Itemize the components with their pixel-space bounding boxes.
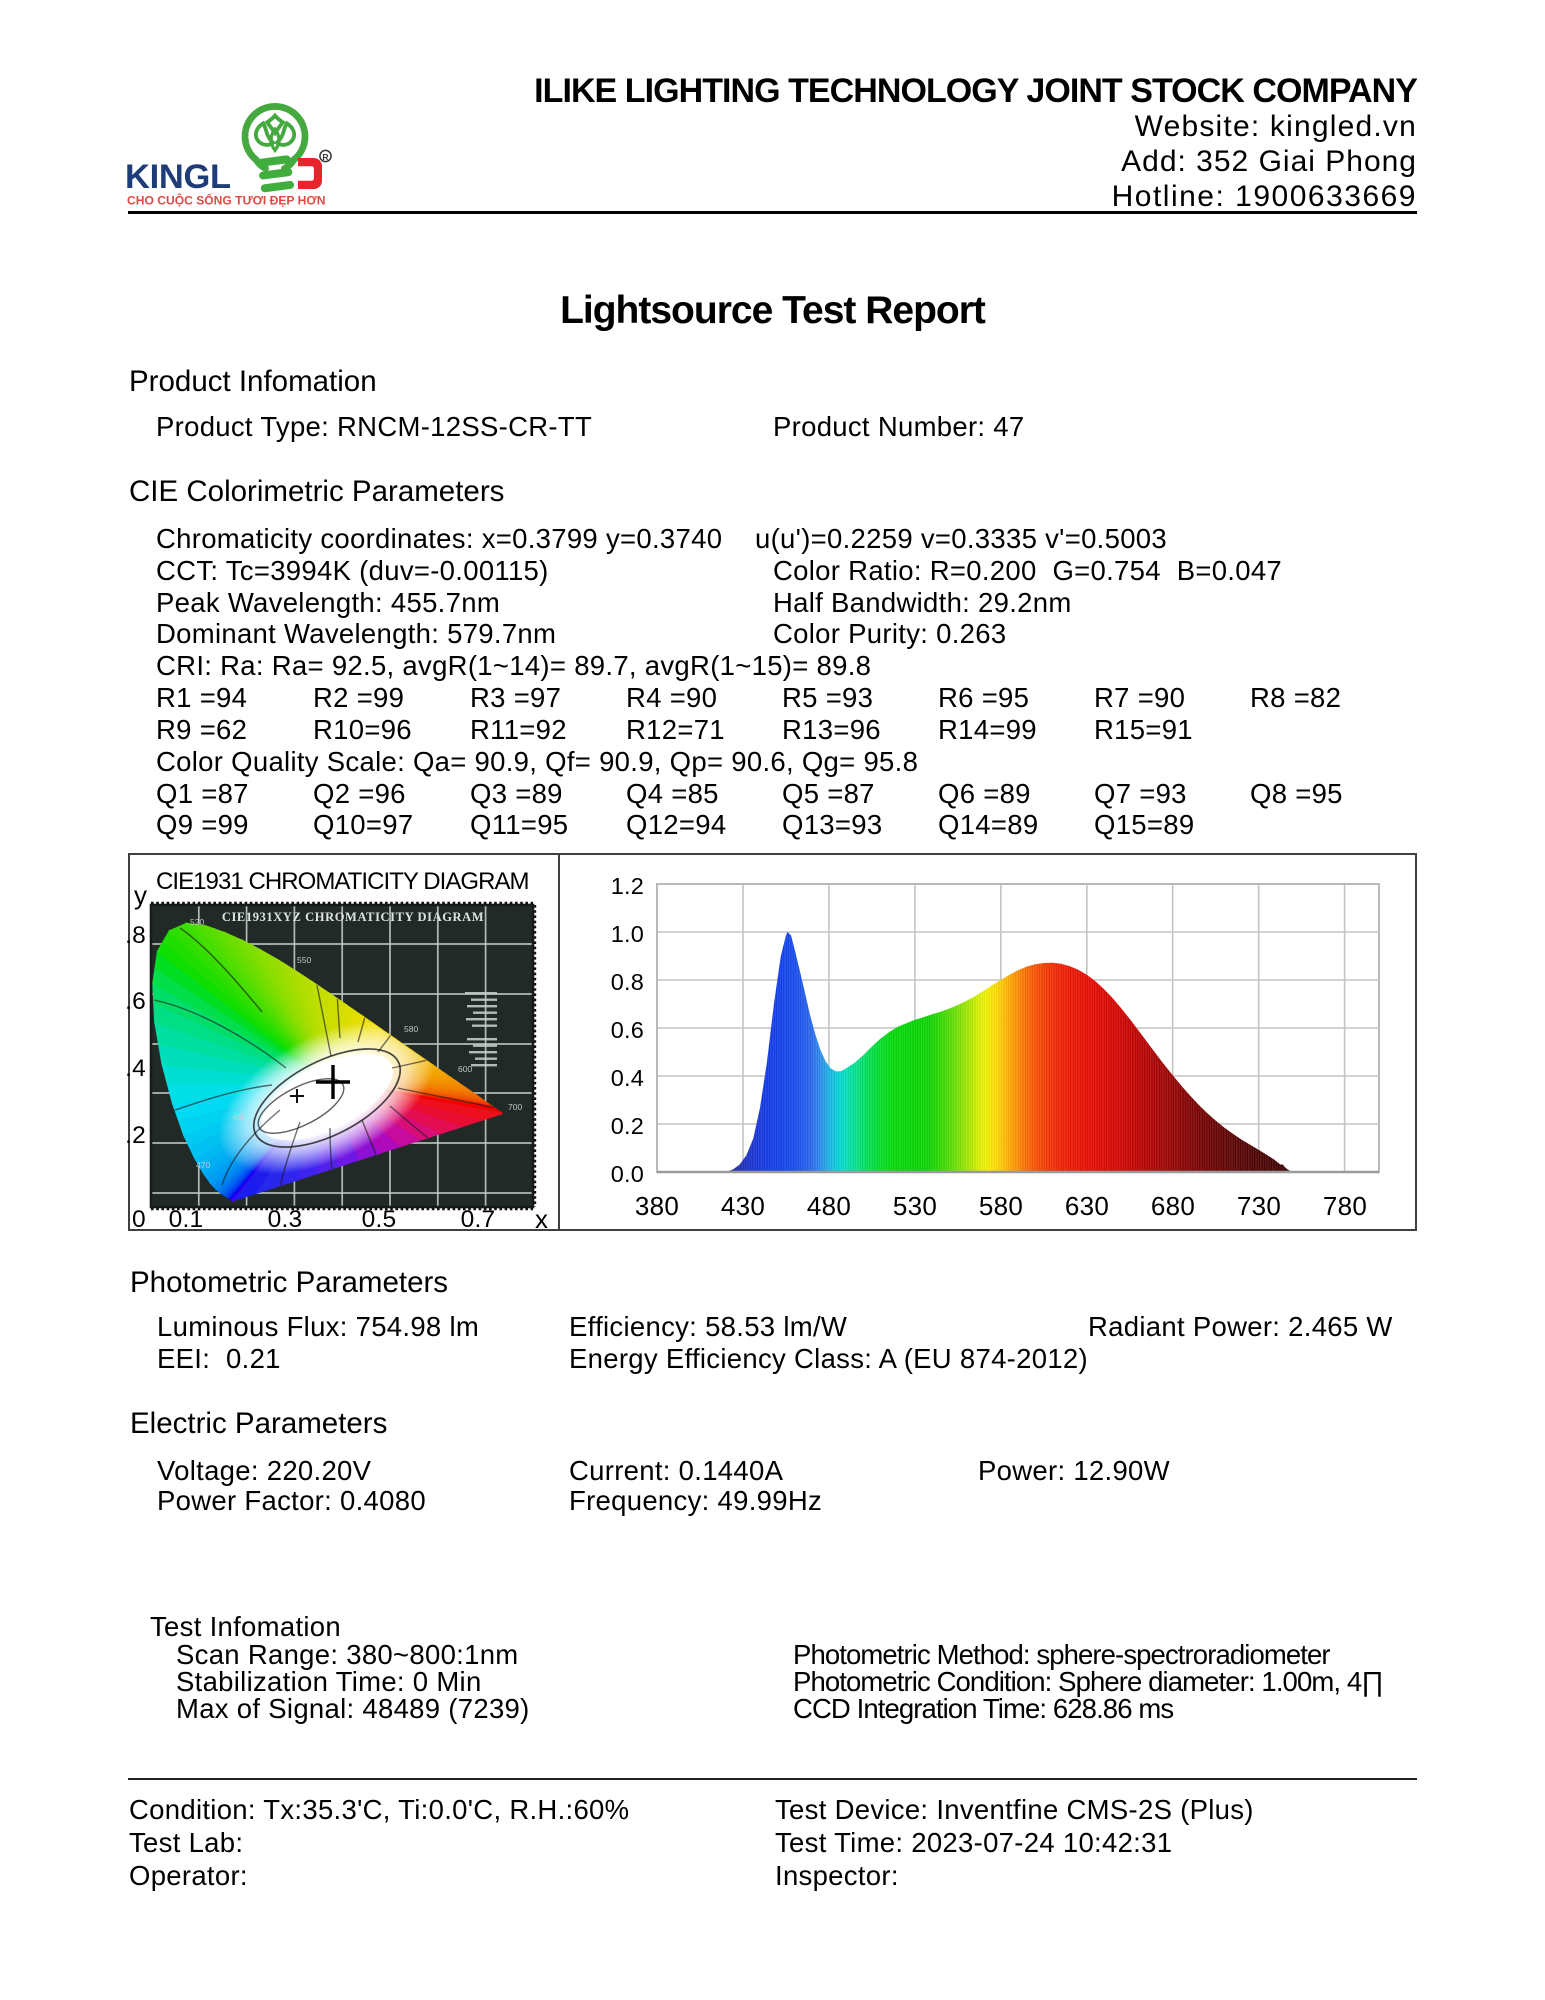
svg-text:520: 520 — [190, 917, 204, 927]
svg-text:R: R — [322, 152, 328, 162]
svg-text:CIE1931XYZ CHROMATICITY DIAGRA: CIE1931XYZ CHROMATICITY DIAGRAM — [222, 910, 484, 924]
svg-text:550: 550 — [297, 955, 311, 965]
svg-text:CHO CUỘC SỐNG TƯƠI ĐẸP HƠN: CHO CUỘC SỐNG TƯƠI ĐẸP HƠN — [127, 193, 325, 208]
svg-text:600: 600 — [458, 1064, 472, 1074]
svg-text:KINGL: KINGL — [125, 158, 231, 196]
svg-text:580: 580 — [404, 1024, 418, 1034]
svg-text:700: 700 — [508, 1102, 522, 1112]
svg-text:480: 480 — [232, 1112, 246, 1122]
svg-text:470: 470 — [196, 1160, 210, 1170]
